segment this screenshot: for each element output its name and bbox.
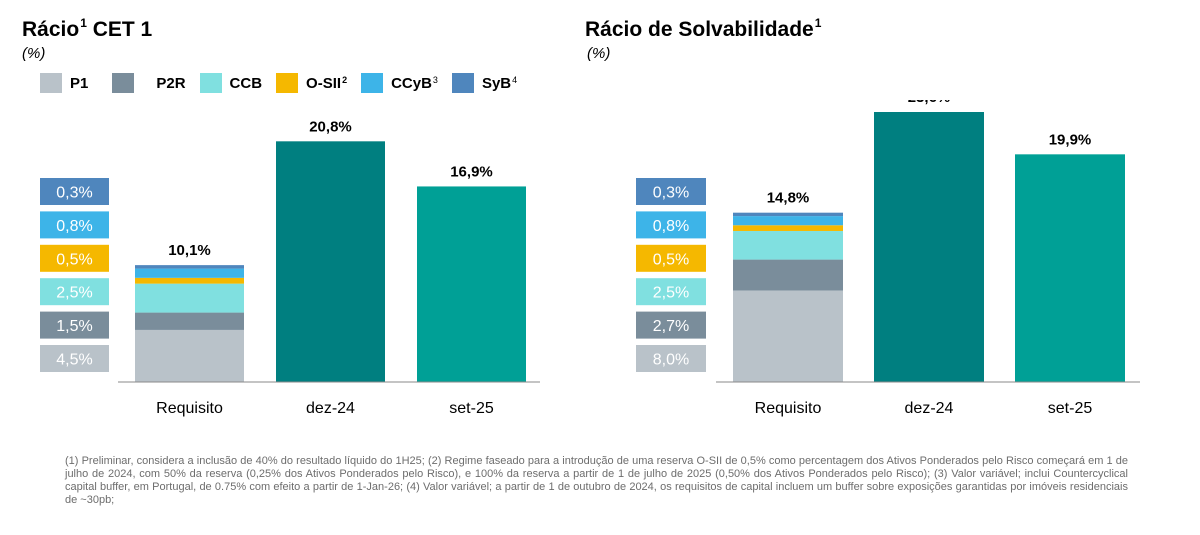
legend-item-ccb: CCB xyxy=(199,73,263,93)
x-tick-dez-24: dez-24 xyxy=(306,400,355,417)
value-box-ccb xyxy=(636,278,706,306)
legend-sup-ccyb: 3 xyxy=(432,75,438,85)
bar-dez-24 xyxy=(276,141,385,382)
legend-label-syb: SyB xyxy=(481,74,512,92)
bar-segment-syb xyxy=(135,265,244,269)
bar-segment-p2r xyxy=(135,312,244,330)
value-box-label-p1: 8,0% xyxy=(653,352,689,369)
x-tick-requisito: Requisito xyxy=(156,400,223,417)
value-box-p2r xyxy=(40,311,109,339)
value-box-label-p2r: 2,7% xyxy=(653,318,689,335)
legend-swatch-osii xyxy=(276,73,299,93)
value-box-ccyb xyxy=(636,211,706,239)
legend-swatch-ccyb xyxy=(361,73,384,93)
legend-item-osii: O-SII 2 xyxy=(276,73,347,93)
legend-item-p2r: P2R xyxy=(112,73,186,93)
footnote: (1) Preliminar, considera a inclusão de … xyxy=(65,455,1128,506)
chart-solvency: 14,8% Requisito 23,6% dez-24 19,9% set-25 0,3%… xyxy=(636,100,1140,417)
value-box-label-syb: 0,3% xyxy=(653,185,689,202)
x-tick-set-25: set-25 xyxy=(1048,400,1093,417)
legend-sup-syb: 4 xyxy=(512,75,518,85)
legend-label-osii: O-SII xyxy=(306,74,342,92)
total-label-set-25: 16,9% xyxy=(450,163,493,180)
bar-segment-p1 xyxy=(135,329,244,382)
bar-segment-p1 xyxy=(733,290,843,382)
legend-item-ccyb: CCyB 3 xyxy=(361,73,438,93)
bar-segment-syb xyxy=(733,212,843,217)
value-box-ccb xyxy=(40,278,109,306)
legend-label-ccb: CCB xyxy=(229,74,263,92)
bar-segment-ccyb xyxy=(733,216,843,226)
value-box-label-ccyb: 0,8% xyxy=(653,218,689,235)
value-box-label-ccb: 2,5% xyxy=(56,285,92,302)
value-box-label-ccb: 2,5% xyxy=(653,285,689,302)
x-tick-dez-24: dez-24 xyxy=(905,400,954,417)
value-box-o-sii xyxy=(636,244,706,272)
value-box-p1 xyxy=(636,345,706,372)
legend-swatch-syb xyxy=(451,73,474,93)
legend-swatch-p2r xyxy=(112,73,135,93)
x-tick-set-25: set-25 xyxy=(449,400,494,417)
legend-item-syb: SyB 4 xyxy=(451,73,518,93)
bar-set-25 xyxy=(417,186,526,382)
bar-segment-p2r xyxy=(733,259,843,291)
legend-label-p1: P1 xyxy=(70,74,89,92)
value-box-label-p2r: 1,5% xyxy=(56,318,92,335)
bar-segment-ccb xyxy=(733,230,843,260)
bar-set-25 xyxy=(1015,154,1125,382)
legend-item-p1: P1 xyxy=(40,73,88,93)
total-label-dez-24: 23,6% xyxy=(908,100,951,106)
bar-segment-ccyb xyxy=(135,268,244,278)
legend-swatch-ccb xyxy=(199,73,222,93)
total-label-requisito: 14,8% xyxy=(767,190,810,207)
value-box-syb xyxy=(636,178,706,205)
bar-dez-24 xyxy=(874,112,984,382)
legend-label-p2r: P2R xyxy=(156,74,186,92)
value-box-label-p1: 4,5% xyxy=(56,352,92,369)
legend: P1 P2R CCB O-SII 2 CCyB 3 SyB 4 xyxy=(40,73,531,93)
total-label-requisito: 10,1% xyxy=(168,242,211,259)
total-label-set-25: 19,9% xyxy=(1049,131,1092,148)
value-box-ccyb xyxy=(40,211,109,239)
value-box-label-o-sii: 0,5% xyxy=(653,251,689,268)
total-label-dez-24: 20,8% xyxy=(309,118,352,135)
legend-sup-osii: 2 xyxy=(342,75,348,85)
x-tick-requisito: Requisito xyxy=(755,400,822,417)
legend-label-ccyb: CCyB xyxy=(391,74,432,92)
chart-2-unit: (%) xyxy=(587,45,611,62)
chart-2-title: Rácio de Solvabilidade1 xyxy=(585,16,822,41)
value-box-label-o-sii: 0,5% xyxy=(56,251,92,268)
chart-1-title: Rácio1 CET 1 xyxy=(22,16,153,41)
value-box-label-syb: 0,3% xyxy=(56,185,92,202)
chart-cet1: 10,1% Requisito 20,8% dez-24 16,9% set-25 0,3%… xyxy=(40,118,540,417)
value-box-p1 xyxy=(40,345,109,372)
legend-swatch-p1 xyxy=(40,73,62,93)
bar-segment-ccb xyxy=(135,283,244,313)
value-box-syb xyxy=(40,178,109,205)
value-box-label-ccyb: 0,8% xyxy=(56,218,92,235)
chart-1-unit: (%) xyxy=(22,45,46,62)
bar-segment-o-sii xyxy=(135,277,244,284)
value-box-p2r xyxy=(636,311,706,339)
bar-segment-o-sii xyxy=(733,225,843,231)
value-box-o-sii xyxy=(40,244,109,272)
